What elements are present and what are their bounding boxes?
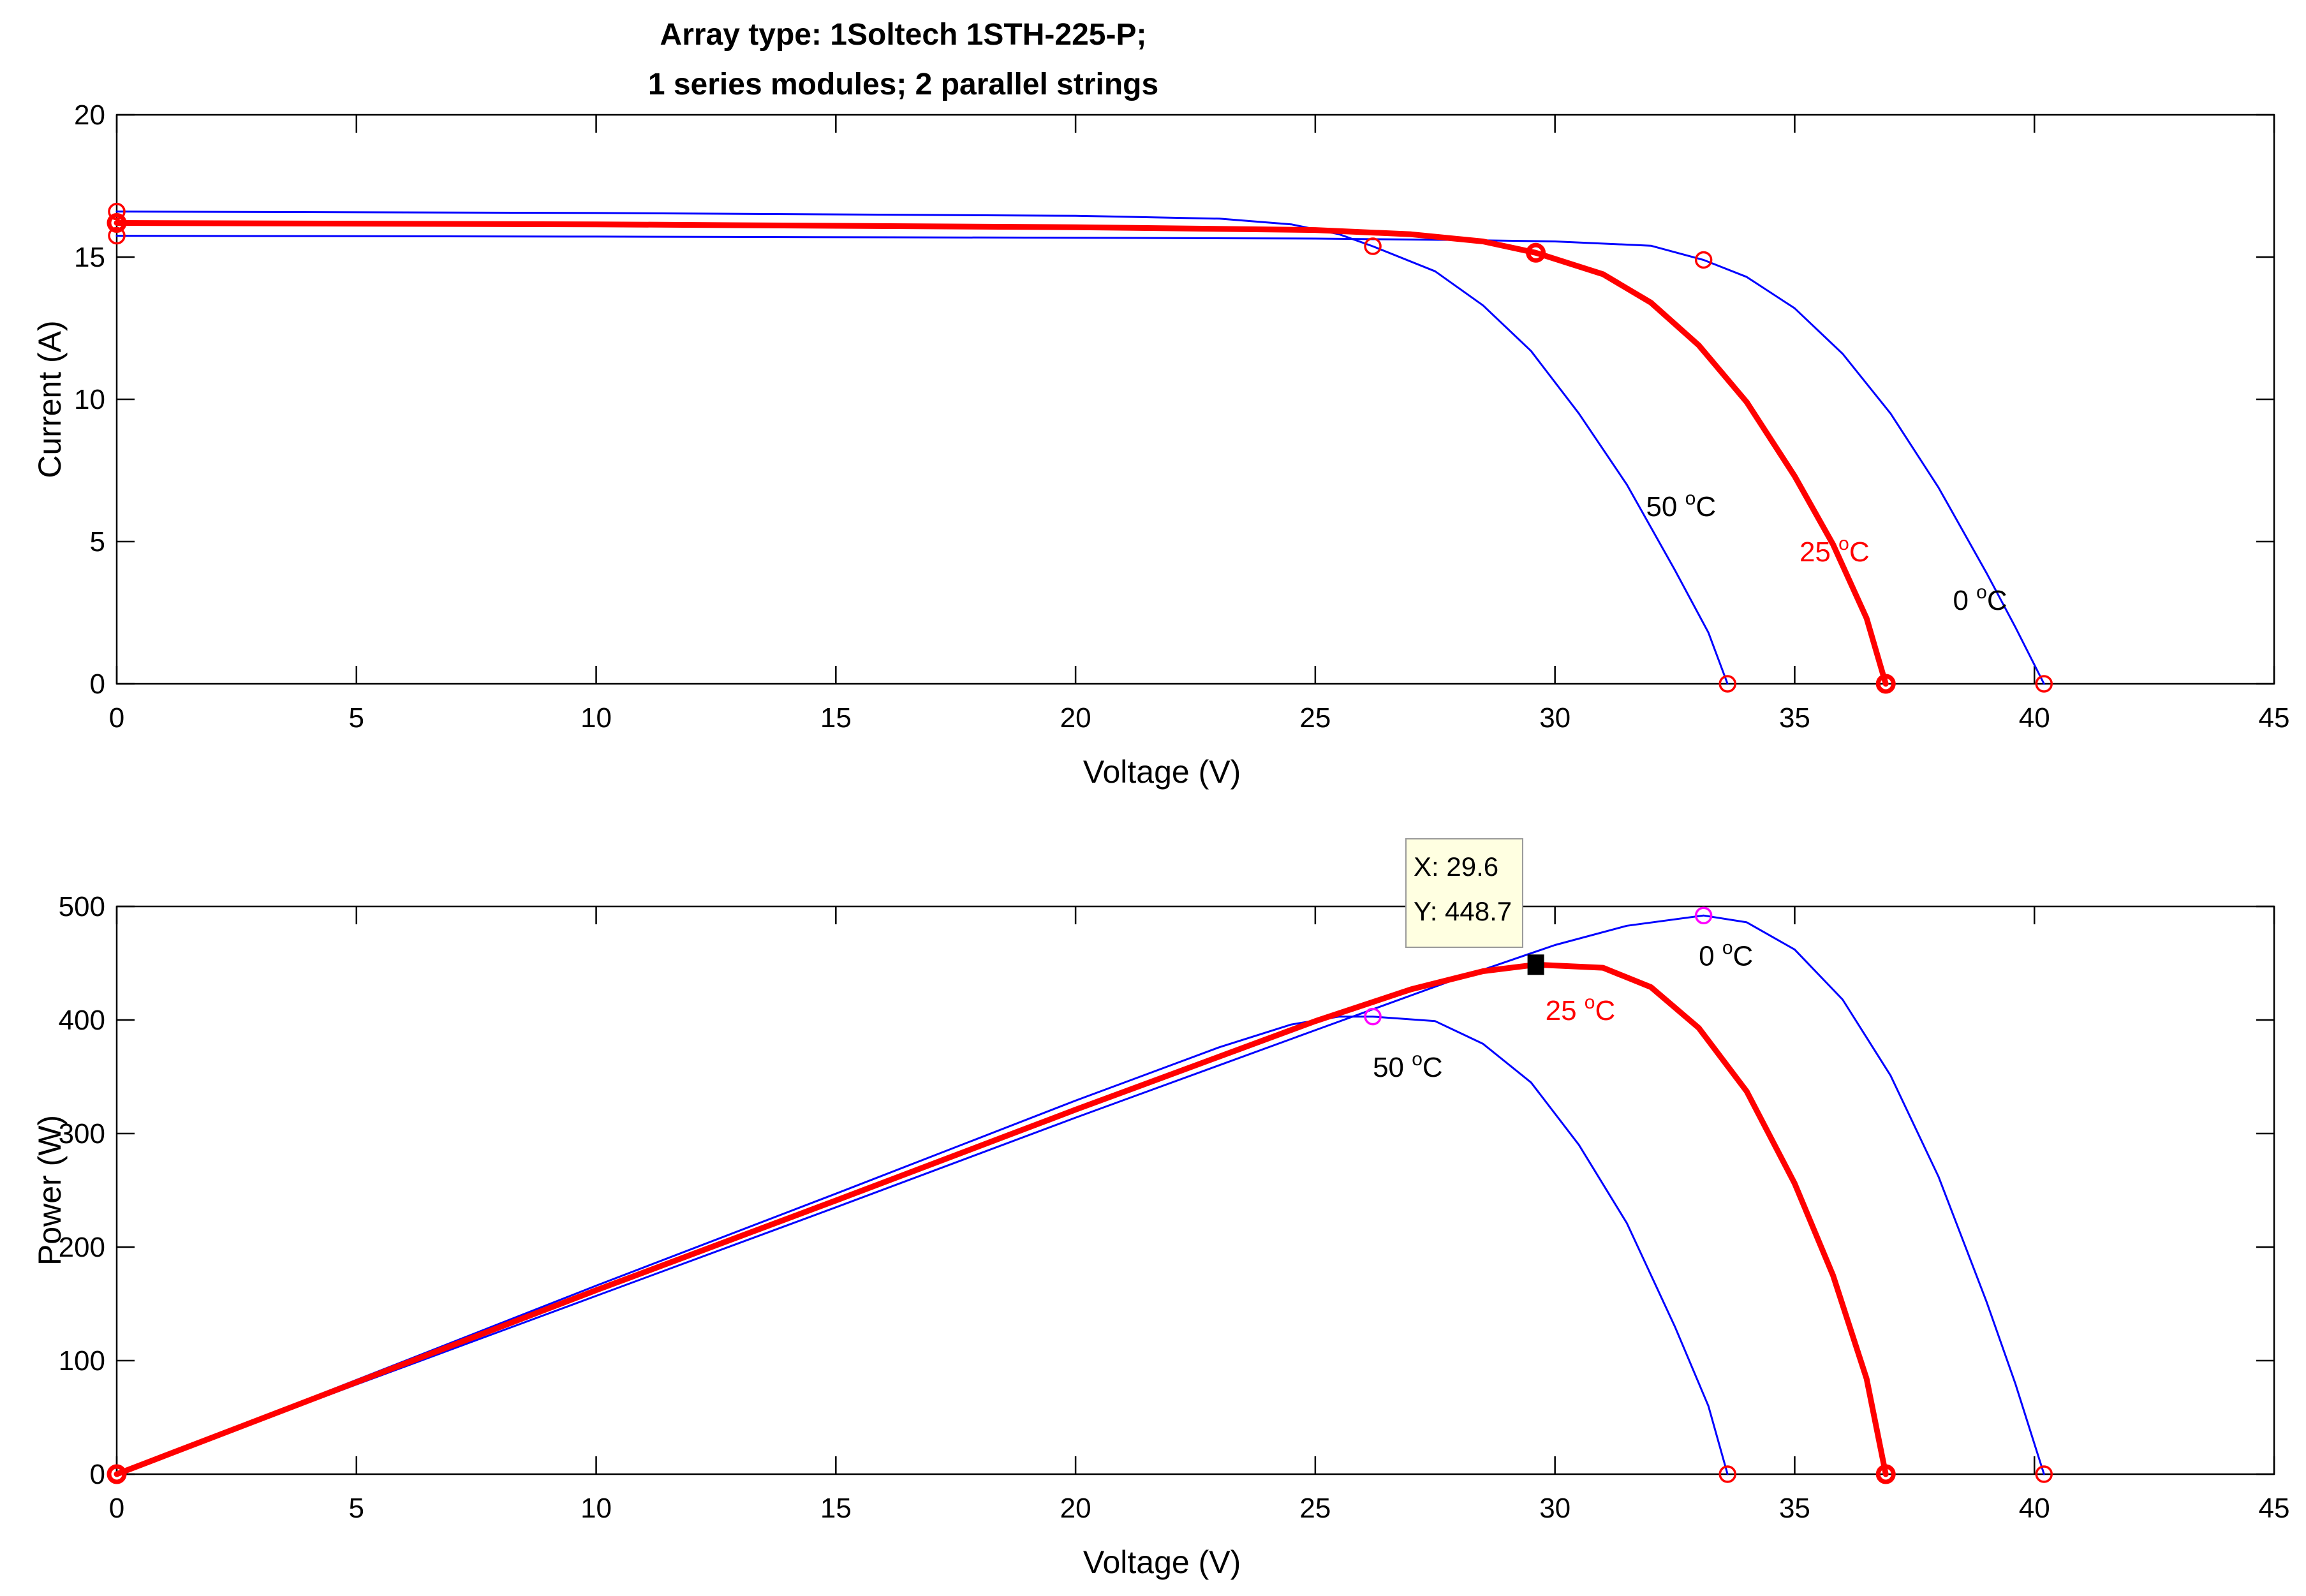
iv-x-tick-label: 20 [1060,702,1091,734]
iv-temp-annotation-50c: 50 oC [1646,488,1716,522]
title-line-1: Array type: 1Soltech 1STH-225-P; [660,18,1147,52]
pv-x-tick-label: 15 [820,1493,852,1524]
iv-x-tick-label: 35 [1779,702,1810,734]
pv-marker-50c-mpp [1364,1007,1382,1026]
pv-marker-0c [2035,1465,2053,1483]
title-line-2: 1 series modules; 2 parallel strings [648,68,1158,101]
pv-x-tick-label: 35 [1779,1493,1810,1524]
iv-marker-50c [108,202,126,221]
pv-x-tick-label: 40 [2019,1493,2050,1524]
iv-temp-annotation-0c: 0 oC [1953,582,2007,616]
iv-marker-0c [2035,675,2053,693]
pv-temp-annotation-50c: 50 oC [1373,1049,1443,1083]
pv-y-tick-label: 0 [90,1459,105,1490]
pv-y-tick-label: 200 [59,1232,105,1263]
iv-marker-25c [107,212,127,233]
pv-x-tick-label: 45 [2259,1493,2290,1524]
iv-marker-25c [1526,242,1546,263]
iv-series-50c-line [115,211,1729,685]
iv-x-tick-label: 0 [109,702,124,734]
iv-y-tick-label: 5 [90,526,105,558]
pv-marker-0c-mpp [1694,906,1713,924]
iv-x-tick-label: 5 [349,702,364,734]
pv-curve-plot: 0 5 10 15 20 25 30 35 40 45 0 100 200 300 400 500 Voltag… [32,838,2290,1580]
pv-series-50c-line [115,1016,1729,1475]
pv-temp-annotation-25c: 25 oC [1546,992,1616,1026]
iv-y-tick-label: 20 [74,100,105,131]
pv-series-0c-line [115,914,2045,1475]
iv-marker-50c [1364,237,1382,255]
iv-marker-0c [1694,251,1713,269]
pv-x-tick-label: 30 [1539,1493,1571,1524]
pv-x-axis-label: Voltage (V) [1083,1544,1241,1580]
iv-axes-box [115,114,2275,685]
pv-x-tick-label: 10 [580,1493,612,1524]
iv-marker-25c [1875,674,1896,694]
pv-x-tick-label: 0 [109,1493,124,1524]
iv-y-tick-label: 15 [74,242,105,273]
pv-y-tick-label: 400 [59,1005,105,1036]
pv-y-tick-label: 100 [59,1345,105,1377]
pv-marker-50c [108,1465,126,1483]
iv-series-25c-line [114,220,1889,687]
pv-x-tick-label: 20 [1060,1493,1091,1524]
pv-x-tick-label: 25 [1299,1493,1331,1524]
data-tip-line: X: 29.6 [1414,852,1498,882]
iv-y-tick-label: 0 [90,669,105,700]
iv-marker-50c [1718,675,1736,693]
pv-y-tick-label: 500 [59,891,105,922]
iv-x-tick-label: 15 [820,702,852,734]
pv-y-axis-label: Power (W) [32,1115,68,1266]
data-tip-cursor-marker[interactable] [1527,954,1544,975]
figure-title: Array type: 1Soltech 1STH-225-P; 1 serie… [648,18,1158,101]
iv-y-tick-label: 10 [74,384,105,415]
iv-x-tick-label: 45 [2259,702,2290,734]
iv-x-tick-label: 30 [1539,702,1571,734]
pv-temp-annotation-0c: 0 oC [1699,938,1753,972]
pv-marker-50c [1718,1465,1736,1483]
iv-curve-plot: 0 5 10 15 20 25 30 35 40 45 0 5 10 15 20 Voltage (V) Cur… [32,100,2289,790]
iv-x-tick-label: 40 [2019,702,2050,734]
pv-axes-box [115,905,2275,1475]
iv-x-tick-label: 10 [580,702,612,734]
pv-y-tick-label: 300 [59,1118,105,1149]
iv-series-0c-line [115,235,2045,685]
iv-temp-annotation-25c: 25 oC [1800,533,1870,568]
pv-marker-25c [1875,1464,1896,1484]
iv-marker-0c [108,226,126,245]
data-tip[interactable]: X: 29.6 Y: 448.7 [1405,838,1523,948]
data-tip-box [1405,838,1523,948]
iv-x-axis-label: Voltage (V) [1083,754,1241,790]
data-tip-line: Y: 448.7 [1414,896,1512,926]
iv-y-axis-label: Current (A) [32,320,68,478]
iv-x-tick-label: 25 [1299,702,1331,734]
pv-x-tick-label: 5 [349,1493,364,1524]
